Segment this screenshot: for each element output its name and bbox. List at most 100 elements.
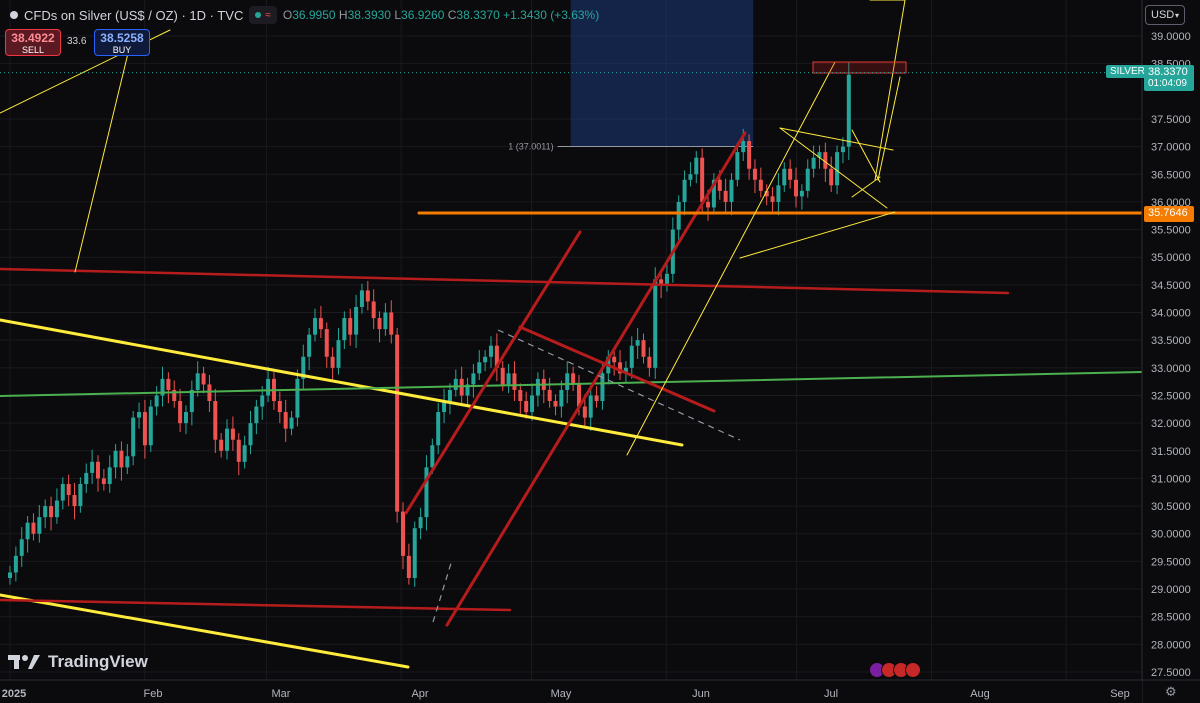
time-tick-label: Sep: [1110, 688, 1130, 700]
candle-body: [31, 522, 36, 534]
price-tick-label: 36.5000: [1151, 169, 1191, 181]
price-tick-label: 29.5000: [1151, 556, 1191, 568]
long-position-box[interactable]: 1 (37.0011): [508, 0, 754, 152]
dashed-projection-line: [497, 329, 741, 441]
price-change: +1.3430 (+3.63%): [503, 8, 600, 22]
thin-yellow-breakout: [874, 0, 906, 181]
candle-body: [565, 373, 570, 390]
candle-body: [307, 334, 312, 357]
candle-body: [242, 445, 247, 462]
candle-body: [782, 168, 787, 186]
time-axis[interactable]: 2025 Feb Mar Apr May Jun Jul Aug Sep: [0, 679, 1200, 703]
candle-body: [477, 362, 482, 374]
candle-body: [418, 517, 423, 529]
price-tick-label: 31.5000: [1151, 446, 1191, 458]
tradingview-logo[interactable]: TradingView: [8, 652, 148, 672]
price-tick-label: 36.0000: [1151, 197, 1191, 209]
candle-body: [483, 356, 488, 363]
candle-body: [799, 190, 804, 197]
candle-body: [383, 312, 388, 330]
candle-body: [840, 146, 845, 153]
us-flag-icon[interactable]: [905, 662, 921, 678]
price-tick-label: 29.0000: [1151, 584, 1191, 596]
last-price-tag: 38.3370 01:04:09: [1144, 65, 1194, 91]
candle-body: [412, 528, 417, 578]
red-bottom-trendline: [0, 598, 512, 612]
candle-body: [629, 345, 634, 368]
resistance-zone-box: [812, 61, 907, 74]
candle-body: [324, 329, 329, 357]
price-axis[interactable]: 39.000038.500037.500037.000036.500036.00…: [1141, 0, 1200, 703]
market-open-icon: [255, 12, 262, 18]
price-tick-label: 35.0000: [1151, 252, 1191, 264]
candle-body: [600, 373, 605, 402]
yellow-trendline-lower: [0, 593, 410, 669]
candle-body: [318, 318, 323, 330]
candle-body: [829, 168, 834, 186]
price-tick-label: 31.0000: [1151, 473, 1191, 485]
thin-yellow-triangle-side: [779, 127, 888, 209]
candle-body: [342, 318, 347, 341]
price-tick-label: 30.5000: [1151, 501, 1191, 513]
sell-button[interactable]: 38.4922 SELL: [5, 29, 61, 56]
candle-body: [682, 179, 687, 202]
thin-yellow-triangle-top: [779, 127, 894, 151]
thin-yellow-triangle-base: [739, 211, 896, 259]
candle-body: [395, 334, 400, 512]
position-target-zone: [570, 0, 754, 147]
time-axis-bg: [0, 680, 1142, 703]
candle-body: [8, 572, 12, 578]
symbol-dot-icon: [10, 11, 18, 19]
candle-body: [846, 74, 851, 147]
candle-body: [770, 196, 775, 202]
symbol-price-label: SILVER: [1106, 65, 1149, 78]
currency-select[interactable]: USD ▾: [1145, 5, 1185, 25]
candle-body: [377, 318, 382, 330]
candle-body: [735, 152, 740, 180]
candle-body: [752, 168, 757, 180]
trendline-drawings[interactable]: [0, 0, 1144, 669]
candle-body: [183, 412, 188, 424]
candle-body: [588, 395, 593, 418]
thin-yellow-rising-line: [626, 61, 836, 456]
candle-body: [95, 461, 100, 479]
candle-body: [25, 522, 30, 540]
candle-body: [49, 506, 54, 518]
candle-body: [764, 190, 769, 197]
price-tick-label: 27.5000: [1151, 667, 1191, 679]
candle-body: [78, 483, 83, 507]
candle-body: [54, 500, 59, 518]
time-tick-label: May: [551, 688, 572, 700]
market-status-badge[interactable]: ≈: [249, 6, 277, 24]
gear-icon[interactable]: ⚙: [1165, 684, 1177, 699]
candle-body: [189, 389, 194, 413]
candle-body: [723, 190, 728, 202]
candle-body: [805, 168, 810, 191]
candle-body: [424, 467, 429, 518]
candle-body: [530, 395, 535, 413]
candle-body: [230, 428, 235, 440]
economic-events[interactable]: [869, 662, 921, 678]
wave-icon: ≈: [265, 9, 271, 21]
dashed-projection-line-2: [432, 559, 453, 623]
candle-body: [236, 439, 241, 462]
symbol-title[interactable]: CFDs on Silver (US$ / OZ) · 1D · TVC: [24, 7, 244, 23]
tradingview-logo-icon: [8, 655, 40, 669]
time-tick-label: 2025: [2, 688, 26, 700]
candle-body: [277, 401, 282, 413]
candle-body: [758, 179, 763, 191]
candle-body: [500, 367, 505, 385]
candle-body: [313, 318, 318, 335]
candle-body: [524, 401, 529, 413]
candle-body: [794, 179, 799, 197]
candle-body: [225, 428, 230, 451]
candle-body: [447, 389, 452, 402]
candlestick-series: [8, 62, 851, 587]
buy-button[interactable]: 38.5258 BUY: [94, 29, 150, 56]
candle-body: [535, 378, 540, 396]
spread-value: 33.6: [67, 36, 87, 47]
candle-body: [365, 290, 370, 302]
thin-yellow-flag-b: [851, 129, 881, 183]
candle-body: [817, 152, 822, 158]
